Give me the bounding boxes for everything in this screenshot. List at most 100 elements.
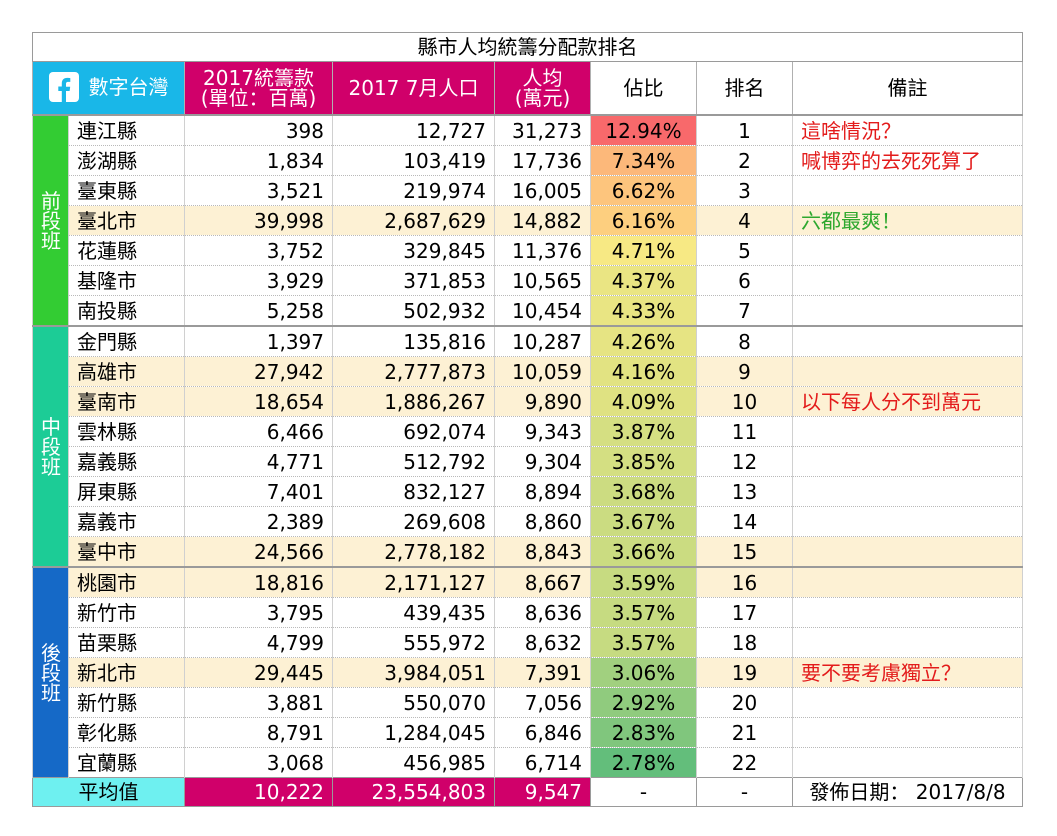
funds-value: 18,654 — [184, 386, 333, 417]
share-value: 3.66% — [590, 536, 697, 568]
rank-value: 12 — [696, 446, 793, 477]
per-capita-value: 6,714 — [494, 747, 591, 778]
table-row: 雲林縣 6,466 692,074 9,343 3.87% 11 — [33, 416, 1023, 447]
rank-value: 19 — [696, 657, 793, 688]
city-name: 高雄市 — [68, 356, 185, 387]
table-row: 嘉義縣 4,771 512,792 9,304 3.85% 12 — [33, 446, 1023, 477]
table-row: 花蓮縣 3,752 329,845 11,376 4.71% 5 — [33, 235, 1023, 266]
table-row: 南投縣 5,258 502,932 10,454 4.33% 7 — [33, 295, 1023, 327]
note-text — [792, 265, 1023, 296]
rank-value: 10 — [696, 386, 793, 417]
share-value: 4.26% — [590, 325, 697, 357]
share-value: 2.83% — [590, 717, 697, 748]
table-row: 新竹縣 3,881 550,070 7,056 2.92% 20 — [33, 687, 1023, 718]
city-name: 臺東縣 — [68, 175, 185, 206]
ranking-table: 縣市人均統籌分配款排名 數字台灣 2017統籌款 (單位：百萬) 2017 7月… — [32, 32, 1023, 807]
city-name: 新竹縣 — [68, 687, 185, 718]
header-funds: 2017統籌款 (單位：百萬) — [184, 61, 333, 116]
per-capita-value: 8,667 — [494, 566, 591, 598]
note-text — [792, 566, 1023, 598]
table-row: 臺南市 18,654 1,886,267 9,890 4.09% 10 以下每人分不到萬元 — [33, 386, 1023, 417]
per-capita-value: 10,454 — [494, 295, 591, 327]
city-name: 屏東縣 — [68, 476, 185, 507]
per-capita-value: 16,005 — [494, 175, 591, 206]
per-capita-value: 10,565 — [494, 265, 591, 296]
average-population: 23,554,803 — [332, 777, 495, 807]
population-value: 2,687,629 — [332, 205, 495, 236]
share-value: 3.57% — [590, 597, 697, 628]
rank-value: 17 — [696, 597, 793, 628]
share-value: 6.16% — [590, 205, 697, 236]
funds-value: 4,771 — [184, 446, 333, 477]
note-text — [792, 687, 1023, 718]
note-text — [792, 506, 1023, 537]
note-text — [792, 416, 1023, 447]
table-row: 嘉義市 2,389 269,608 8,860 3.67% 14 — [33, 506, 1023, 537]
group-label: 前段班 — [32, 114, 69, 327]
note-text — [792, 717, 1023, 748]
city-name: 新竹市 — [68, 597, 185, 628]
population-value: 2,171,127 — [332, 566, 495, 598]
funds-value: 39,998 — [184, 205, 333, 236]
population-value: 439,435 — [332, 597, 495, 628]
city-name: 彰化縣 — [68, 717, 185, 748]
city-name: 南投縣 — [68, 295, 185, 327]
rank-value: 1 — [696, 114, 793, 146]
city-name: 臺南市 — [68, 386, 185, 417]
brand-cell: 數字台灣 — [32, 61, 185, 116]
population-value: 269,608 — [332, 506, 495, 537]
share-value: 2.92% — [590, 687, 697, 718]
share-value: 2.78% — [590, 747, 697, 778]
funds-value: 5,258 — [184, 295, 333, 327]
note-text: 以下每人分不到萬元 — [792, 386, 1023, 417]
per-capita-value: 9,304 — [494, 446, 591, 477]
table-row: 前段班連江縣 398 12,727 31,273 12.94% 1 這啥情況？ — [32, 114, 1023, 327]
rank-value: 18 — [696, 627, 793, 658]
table-row: 後段班桃園市 18,816 2,171,127 8,667 3.59% 16 — [32, 566, 1023, 778]
average-label: 平均值 — [32, 777, 185, 807]
funds-value: 29,445 — [184, 657, 333, 688]
funds-value: 3,929 — [184, 265, 333, 296]
rank-value: 15 — [696, 536, 793, 568]
city-name: 臺北市 — [68, 205, 185, 236]
rank-value: 3 — [696, 175, 793, 206]
table-row: 苗栗縣 4,799 555,972 8,632 3.57% 18 — [33, 627, 1023, 658]
share-value: 3.87% — [590, 416, 697, 447]
city-name: 花蓮縣 — [68, 235, 185, 266]
share-value: 3.06% — [590, 657, 697, 688]
publish-date: 發佈日期： 2017/8/8 — [792, 777, 1023, 807]
header-note: 備註 — [792, 61, 1023, 116]
note-text — [792, 597, 1023, 628]
per-capita-value: 6,846 — [494, 717, 591, 748]
header-funds-line2: (單位：百萬) — [200, 86, 317, 110]
share-value: 4.71% — [590, 235, 697, 266]
population-value: 12,727 — [332, 114, 495, 146]
share-value: 4.37% — [590, 265, 697, 296]
funds-value: 4,799 — [184, 627, 333, 658]
share-value: 7.34% — [590, 145, 697, 176]
per-capita-value: 8,894 — [494, 476, 591, 507]
share-value: 4.16% — [590, 356, 697, 387]
table-row: 彰化縣 8,791 1,284,045 6,846 2.83% 21 — [33, 717, 1023, 748]
funds-value: 2,389 — [184, 506, 333, 537]
note-text — [792, 356, 1023, 387]
rank-value: 20 — [696, 687, 793, 718]
per-capita-value: 7,391 — [494, 657, 591, 688]
funds-value: 3,521 — [184, 175, 333, 206]
funds-value: 7,401 — [184, 476, 333, 507]
header-population: 2017 7月人口 — [332, 61, 495, 116]
rank-value: 16 — [696, 566, 793, 598]
rank-value: 6 — [696, 265, 793, 296]
city-name: 桃園市 — [68, 566, 185, 598]
population-value: 1,886,267 — [332, 386, 495, 417]
funds-value: 3,752 — [184, 235, 333, 266]
share-value: 12.94% — [590, 114, 697, 146]
rank-value: 11 — [696, 416, 793, 447]
note-text: 要不要考慮獨立？ — [792, 657, 1023, 688]
share-value: 3.67% — [590, 506, 697, 537]
header-percap: 人均 (萬元) — [494, 61, 591, 116]
funds-value: 24,566 — [184, 536, 333, 568]
funds-value: 8,791 — [184, 717, 333, 748]
rank-value: 7 — [696, 295, 793, 327]
funds-value: 6,466 — [184, 416, 333, 447]
